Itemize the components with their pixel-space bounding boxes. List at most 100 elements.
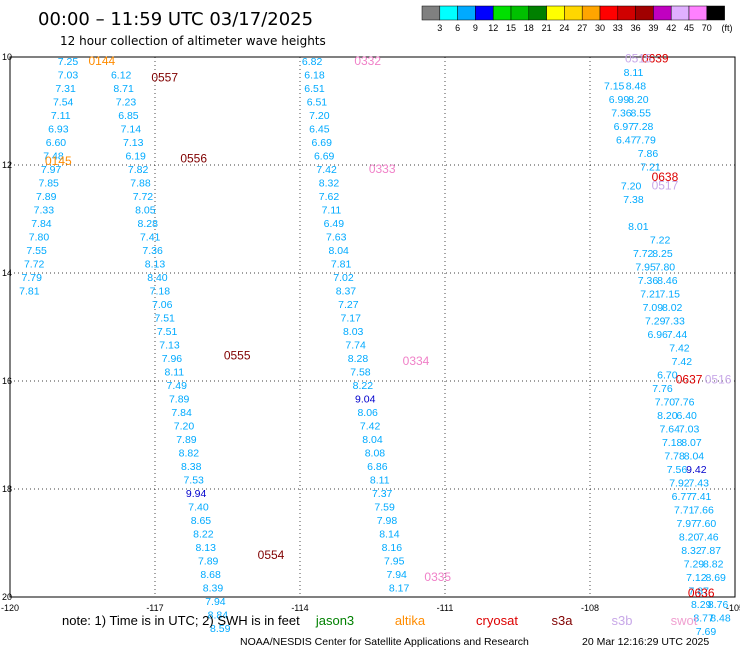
plot-frame [9, 56, 736, 598]
swh-value: 7.72 [24, 259, 45, 271]
swh-value: 7.15 [660, 288, 681, 300]
swh-value: 7.20 [174, 421, 195, 433]
satellite-name: swot [671, 613, 698, 628]
swh-value: 8.13 [196, 542, 217, 554]
swh-value: 6.70 [657, 369, 678, 381]
swh-value: 7.87 [701, 545, 722, 557]
swh-value: 6.60 [46, 137, 67, 149]
swh-value: 8.05 [135, 205, 156, 217]
swh-value: 7.97 [41, 164, 62, 176]
legend-swatch [635, 5, 654, 21]
swh-value: 7.36 [142, 245, 163, 257]
swh-value: 7.48 [43, 151, 64, 163]
legend-label: 33 [613, 23, 623, 33]
y-tick-label: 10 [2, 52, 12, 62]
legend-label: 45 [684, 23, 694, 33]
swh-value: 7.81 [19, 286, 40, 298]
swh-value: 6.85 [118, 110, 139, 122]
swh-value: 7.14 [121, 124, 142, 136]
y-tick-label: 12 [2, 160, 12, 170]
legend-swatch [528, 5, 547, 21]
swh-value: 8.25 [652, 248, 673, 260]
swh-value: 7.41 [140, 232, 161, 244]
legend-swatch [439, 5, 458, 21]
swh-value: 7.02 [333, 272, 354, 284]
legend-swatch [510, 5, 530, 21]
satellite-name: s3a [552, 613, 574, 628]
swh-value: 7.20 [621, 180, 642, 192]
pass-time-label: 0557 [151, 70, 178, 84]
swh-value: 7.22 [650, 234, 671, 246]
x-tick-label: -111 [437, 603, 454, 613]
legend-swatch [421, 5, 441, 21]
swh-value: 8.06 [357, 407, 378, 419]
satellite-name: cryosat [476, 613, 518, 628]
swh-value: 8.04 [328, 245, 349, 257]
swh-value: 7.20 [309, 110, 330, 122]
swh-value: 8.17 [389, 583, 410, 595]
swh-value: 8.16 [382, 542, 403, 554]
swh-value: 7.72 [133, 191, 154, 203]
pass-time-label: 0515 [625, 51, 652, 65]
pass-time-label: 0554 [258, 548, 285, 562]
swh-value: 8.76 [708, 599, 729, 611]
pass-time-label: 0516 [705, 373, 732, 387]
swh-value: 8.20 [679, 531, 700, 543]
swh-value: 7.37 [372, 488, 393, 500]
swh-value: 8.38 [181, 461, 202, 473]
swh-value: 7.43 [689, 477, 710, 489]
legend-swatch [492, 5, 512, 21]
swh-value: 6.97 [614, 121, 635, 133]
swh-value: 7.18 [662, 437, 683, 449]
swh-value: 7.06 [152, 299, 173, 311]
swh-value: 7.33 [34, 205, 55, 217]
swh-value: 7.42 [316, 164, 337, 176]
swh-value: 8.68 [200, 569, 221, 581]
swh-value: 7.69 [696, 626, 717, 638]
x-tick-label: -114 [291, 603, 308, 613]
swh-value: 8.59 [210, 623, 231, 635]
swh-points: 7.257.037.317.547.116.936.607.487.977.85… [19, 56, 731, 638]
swh-value: 7.72 [633, 248, 654, 260]
swh-value: 8.11 [370, 475, 390, 487]
swh-value: 7.49 [167, 380, 188, 392]
swh-value: 7.36 [611, 107, 632, 119]
legend-label: 18 [524, 23, 534, 33]
swh-value: 7.98 [377, 515, 398, 527]
swh-value: 7.89 [198, 556, 219, 568]
swh-value: 8.08 [365, 448, 386, 460]
y-tick-label: 14 [2, 268, 12, 278]
legend-label: 21 [542, 23, 552, 33]
pass-time-label: 0335 [424, 570, 451, 584]
pass-time-label: 0145 [45, 154, 72, 168]
swh-value: 7.76 [652, 383, 673, 395]
swh-value: 8.02 [662, 302, 683, 314]
satellite-name: s3b [612, 613, 633, 628]
legend-label: 3 [437, 23, 442, 33]
swh-value: 8.84 [208, 610, 229, 622]
swh-value: 7.46 [698, 531, 719, 543]
legend-swatch [653, 5, 672, 21]
swh-value: 7.54 [53, 97, 74, 109]
swh-value: 8.11 [624, 67, 644, 79]
y-tick-label: 18 [2, 484, 12, 494]
legend-unit: (ft) [721, 23, 732, 33]
swh-value: 7.74 [345, 340, 366, 352]
legend-label: 27 [577, 23, 587, 33]
swh-value: 7.59 [374, 502, 395, 514]
swh-value: 7.21 [640, 161, 661, 173]
swh-value: 8.11 [164, 367, 184, 379]
swh-value: 9.94 [186, 488, 207, 500]
swh-value: 8.28 [138, 218, 159, 230]
swh-value: 7.12 [686, 572, 707, 584]
swh-value: 8.48 [626, 80, 647, 92]
swh-value: 6.51 [307, 97, 328, 109]
map-grid [9, 56, 736, 598]
swh-value: 7.82 [128, 164, 149, 176]
swh-value: 7.09 [643, 302, 664, 314]
swh-value: 7.70 [655, 396, 676, 408]
legend-label: 30 [595, 23, 605, 33]
legend-label: 12 [488, 23, 498, 33]
swh-value: 8.20 [628, 94, 649, 106]
